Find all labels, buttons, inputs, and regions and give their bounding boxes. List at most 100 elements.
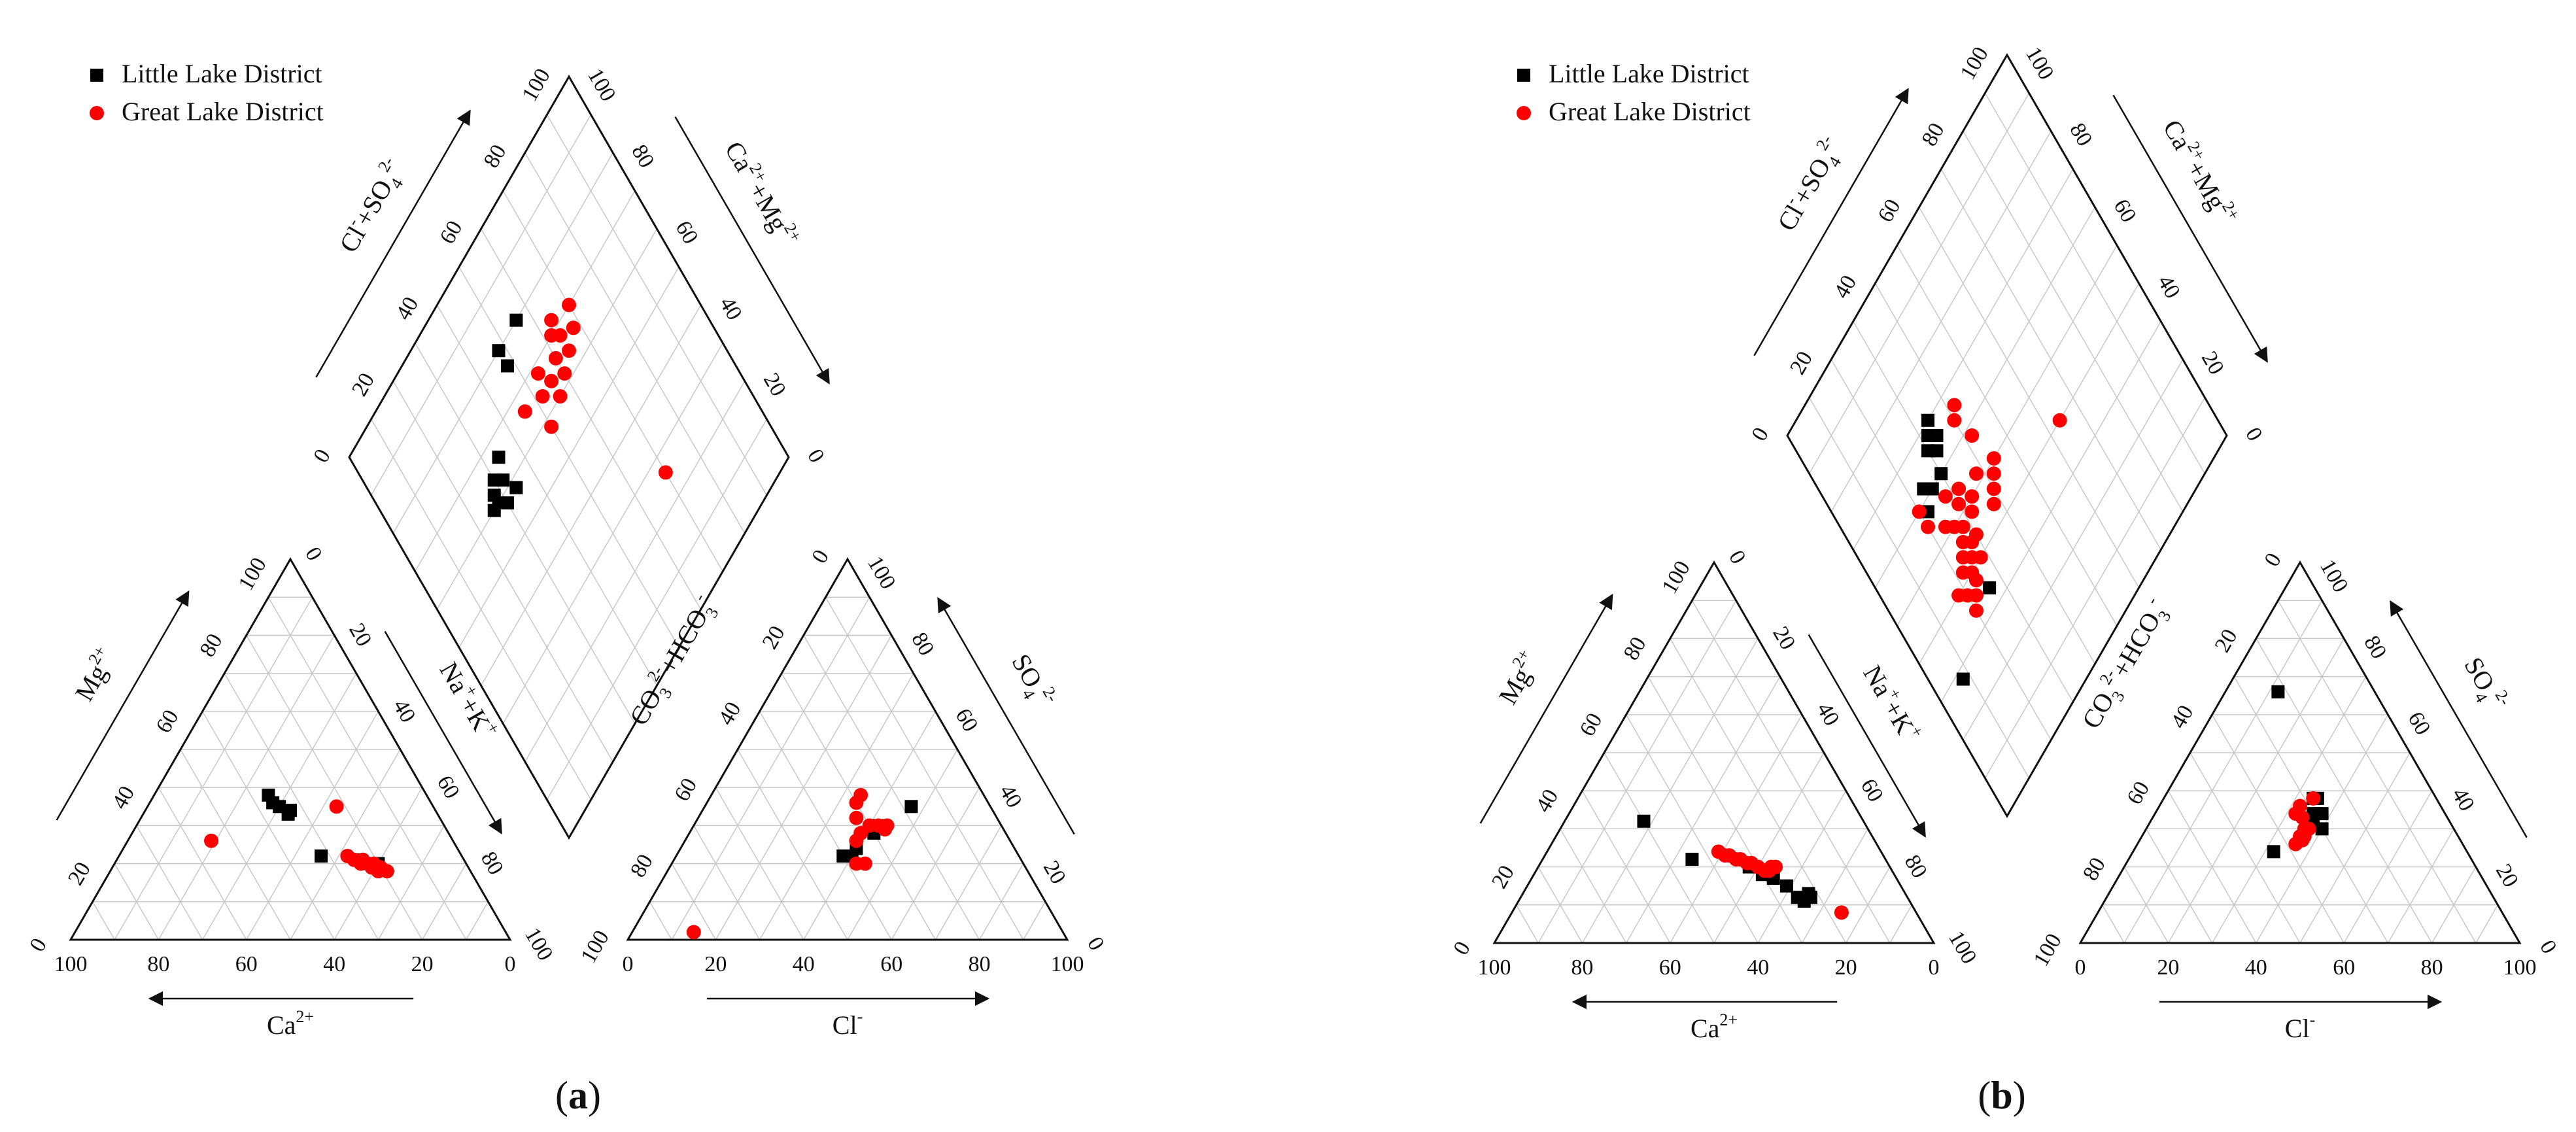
grid-line bbox=[2475, 904, 2499, 944]
diamond-point bbox=[509, 313, 523, 327]
diamond-point bbox=[1921, 413, 1935, 427]
diamond-point bbox=[1917, 482, 1931, 496]
cation-point bbox=[1768, 859, 1783, 874]
grid-line bbox=[2101, 904, 2125, 944]
diamond-point bbox=[1965, 428, 1980, 443]
cl-axis-title: Cl- bbox=[833, 1007, 863, 1040]
tick-label: 20 bbox=[1039, 857, 1071, 888]
grid-line bbox=[1984, 92, 2206, 474]
panel-label: (a) bbox=[555, 1074, 601, 1117]
tick-label: 20 bbox=[411, 952, 434, 976]
clso4-axis-title-part: 2- bbox=[1812, 132, 1836, 154]
tick-label: 100 bbox=[233, 554, 271, 595]
tick-label: 20 bbox=[347, 369, 379, 400]
panel-label-part: ( bbox=[555, 1074, 568, 1117]
anion-point bbox=[849, 810, 864, 825]
grid-lines bbox=[92, 114, 1046, 940]
grid-line bbox=[136, 825, 203, 940]
grid-line bbox=[1647, 676, 1803, 944]
so4-axis-title-part: 2- bbox=[2491, 687, 2515, 709]
legend-great-lake: Great Lake District bbox=[122, 97, 324, 126]
tick-label: 80 bbox=[1619, 633, 1651, 664]
grid-line bbox=[2299, 752, 2411, 944]
grid-line bbox=[267, 596, 467, 940]
co3hco3-axis-title: CO32-+HCO3- bbox=[621, 590, 726, 733]
diamond-point bbox=[544, 313, 559, 328]
tick-label: 60 bbox=[1575, 709, 1607, 740]
tick-label: 80 bbox=[479, 141, 511, 172]
diamond-point bbox=[1968, 466, 1984, 481]
tick-label: 20 bbox=[1835, 955, 1857, 980]
tick-label: 60 bbox=[880, 952, 902, 976]
diamond-point bbox=[1912, 504, 1927, 519]
diamond-point bbox=[2052, 413, 2067, 428]
so4-axis-title-part: SO bbox=[1006, 649, 1048, 693]
anion-point bbox=[2306, 791, 2321, 806]
legend-circle-marker bbox=[1517, 106, 1531, 120]
grid-line bbox=[524, 152, 746, 534]
diamond-point bbox=[1951, 588, 1966, 603]
grid-line bbox=[1691, 600, 1891, 944]
ca-axis-title: Ca2+ bbox=[1691, 1010, 1738, 1043]
grid-line bbox=[1918, 207, 2140, 589]
anion-point bbox=[2267, 845, 2280, 859]
tick-label: 100 bbox=[1955, 43, 1993, 84]
diamond-point bbox=[1983, 581, 1997, 594]
grid-line bbox=[1537, 600, 1737, 944]
diamond-point bbox=[500, 359, 514, 373]
grid-line bbox=[224, 673, 379, 940]
tick-label: 100 bbox=[1051, 952, 1084, 976]
grid-line bbox=[1713, 752, 1825, 944]
anion-triangle bbox=[2078, 560, 2522, 944]
grid-line bbox=[1604, 752, 1715, 944]
tick-label: 60 bbox=[151, 706, 183, 737]
diamond-point bbox=[1921, 429, 1935, 443]
legend: Little Lake District Great Lake District bbox=[90, 59, 324, 126]
tick-label: 0 bbox=[2259, 549, 2286, 571]
diamond-point bbox=[1938, 489, 1953, 504]
ca-axis-title-part: Ca bbox=[1691, 1014, 1720, 1043]
tick-label: 60 bbox=[1873, 195, 1905, 226]
diamond-point bbox=[530, 366, 545, 381]
grid-line bbox=[1801, 829, 1868, 944]
grid-line bbox=[1581, 638, 1759, 944]
diamond-point bbox=[562, 298, 576, 313]
panel-label-part: b bbox=[1991, 1074, 2012, 1117]
panel-b: 1000001001000100802020208080208060404040… bbox=[1449, 43, 2561, 1117]
cl-axis-title-part: - bbox=[2310, 1010, 2316, 1029]
diamond-point bbox=[509, 481, 523, 494]
tick-label: 40 bbox=[1747, 955, 1769, 980]
tick-label: 60 bbox=[670, 216, 702, 248]
ca-axis-title-part: 2+ bbox=[296, 1007, 314, 1026]
tick-label: 80 bbox=[1571, 955, 1593, 980]
tick-label: 60 bbox=[432, 772, 464, 803]
so4-axis-title-part: 2- bbox=[1039, 684, 1062, 706]
grid-lines bbox=[1515, 92, 2499, 944]
ca-axis-title-part: Ca bbox=[267, 1010, 296, 1040]
tick-label: 20 bbox=[1487, 861, 1519, 893]
tick-label: 0 bbox=[807, 546, 834, 568]
tick-label: 100 bbox=[54, 952, 88, 976]
grid-line bbox=[1830, 131, 2052, 512]
grid-line bbox=[1889, 904, 1913, 944]
so4-axis-title: SO42- bbox=[2454, 651, 2515, 718]
tick-label: 20 bbox=[2210, 625, 2242, 657]
diamond-point bbox=[1965, 489, 1980, 504]
cation-point bbox=[204, 833, 219, 848]
mg-axis-arrow bbox=[56, 590, 190, 821]
anion-point bbox=[2271, 685, 2285, 698]
grid-line bbox=[290, 749, 401, 940]
diamond-point bbox=[1951, 496, 1966, 511]
anion-point bbox=[849, 833, 864, 848]
cation-point bbox=[1685, 852, 1699, 866]
co3hco3-axis-title-part: - bbox=[2142, 593, 2161, 608]
grid-line bbox=[847, 749, 958, 940]
grid-line bbox=[546, 114, 768, 496]
grid-line bbox=[180, 749, 291, 940]
nak-axis-title: Na++K+ bbox=[434, 655, 504, 744]
clso4-axis-arrow bbox=[1753, 88, 1909, 356]
data-points bbox=[1637, 398, 2329, 920]
tick-label: 80 bbox=[627, 141, 659, 172]
legend: Little Lake District Great Lake District bbox=[1517, 59, 1751, 126]
grid-line bbox=[693, 825, 761, 940]
